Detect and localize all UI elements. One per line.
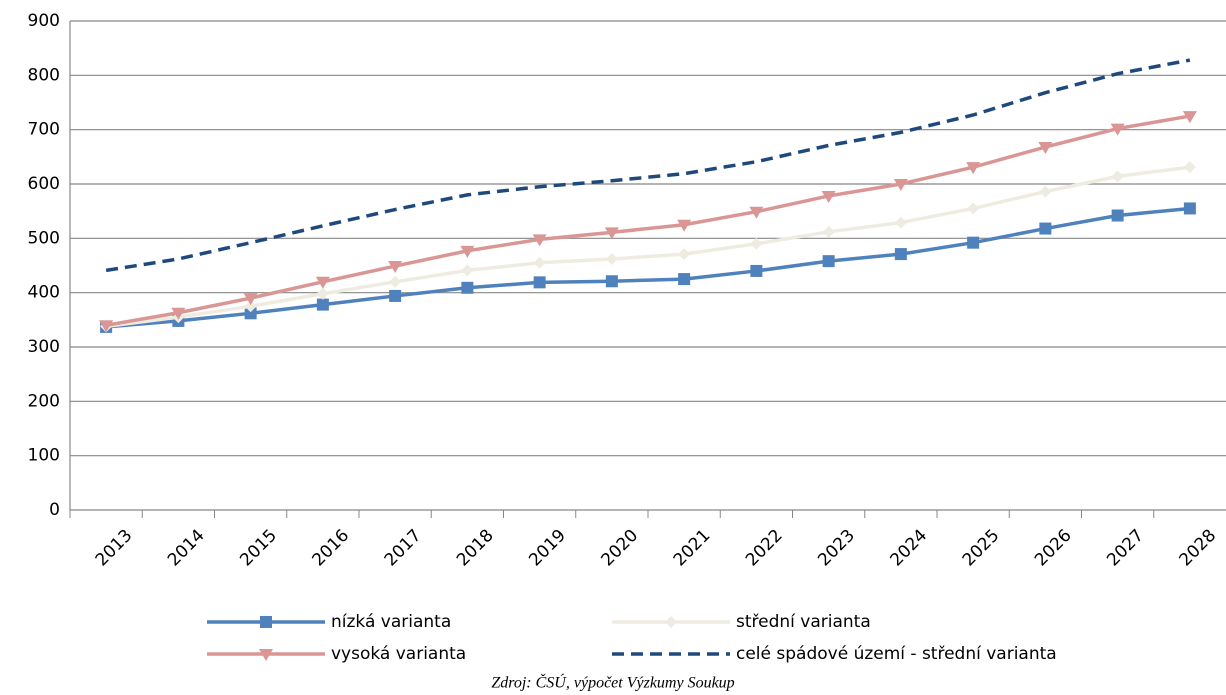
marker (461, 264, 474, 277)
x-tick-label: 2027 (1103, 526, 1148, 571)
legend-item: vysoká varianta (207, 644, 466, 664)
marker (678, 273, 691, 286)
legend-label: střední varianta (736, 612, 871, 632)
x-tick-label: 2019 (525, 526, 570, 571)
marker (1039, 222, 1052, 235)
marker (244, 307, 257, 320)
marker (316, 298, 329, 311)
marker (533, 276, 546, 289)
marker (1183, 161, 1196, 174)
marker (604, 227, 619, 240)
marker (460, 245, 475, 258)
marker (750, 237, 763, 250)
marker (605, 252, 618, 265)
marker (822, 225, 835, 238)
marker (750, 264, 763, 277)
marker (893, 179, 908, 191)
marker (1039, 185, 1052, 198)
marker (967, 202, 980, 215)
legend-item: střední varianta (612, 612, 871, 632)
legend-label: vysoká varianta (331, 644, 466, 664)
x-tick-label: 2028 (1176, 526, 1221, 571)
legend-label: celé spádové území - střední varianta (736, 644, 1057, 664)
marker (967, 236, 980, 249)
x-tick-label: 2016 (309, 526, 354, 571)
marker (1111, 170, 1124, 183)
y-tick-label: 200 (28, 391, 60, 411)
x-tick-label: 2023 (814, 526, 859, 571)
line (105, 206, 1191, 329)
x-tick-label: 2014 (164, 526, 209, 571)
x-tick-label: 2026 (1031, 526, 1076, 571)
y-tick-label: 700 (28, 120, 60, 140)
marker (1038, 142, 1053, 155)
x-tick-label: 2020 (598, 526, 643, 571)
x-tick-label: 2021 (670, 526, 715, 571)
line (105, 114, 1191, 327)
marker (966, 162, 981, 175)
line (105, 58, 1191, 273)
y-tick-label: 900 (28, 11, 60, 31)
marker (821, 190, 836, 203)
y-tick-label: 500 (28, 228, 60, 248)
legend-label: nízká varianta (331, 612, 451, 632)
x-tick-label: 2024 (887, 526, 932, 571)
line (105, 165, 1191, 329)
x-tick-label: 2017 (381, 526, 426, 571)
marker (894, 248, 907, 261)
x-tick-label: 2013 (92, 526, 137, 571)
marker (260, 616, 272, 628)
x-tick-label: 2018 (453, 526, 498, 571)
y-tick-label: 400 (28, 283, 60, 303)
y-tick-label: 800 (28, 65, 60, 85)
x-tick-label: 2022 (742, 526, 787, 571)
legend-item: nízká varianta (207, 612, 451, 632)
marker (605, 275, 618, 288)
marker (389, 289, 402, 302)
y-tick-label: 300 (28, 337, 60, 357)
y-tick-label: 600 (28, 174, 60, 194)
marker (894, 216, 907, 229)
marker (1110, 123, 1125, 136)
marker (749, 206, 764, 219)
marker (1183, 202, 1196, 215)
y-tick-label: 100 (28, 446, 60, 466)
marker (171, 307, 186, 320)
marker (389, 275, 402, 288)
x-tick-label: 2015 (236, 526, 281, 571)
y-tick-label: 0 (49, 500, 60, 520)
marker (822, 255, 835, 268)
marker (244, 300, 257, 313)
marker (243, 293, 258, 306)
marker (532, 234, 547, 247)
source: Zdroj: ČSÚ, výpočet Výzkumy Soukup (491, 673, 734, 692)
legend-item: celé spádové území - střední varianta (612, 644, 1057, 664)
marker (665, 616, 677, 628)
marker (316, 287, 329, 300)
marker (259, 649, 273, 661)
marker (677, 219, 692, 232)
marker (461, 281, 474, 294)
marker (388, 261, 403, 274)
marker (1111, 209, 1124, 222)
marker (1182, 111, 1197, 124)
marker (678, 248, 691, 261)
marker (533, 256, 546, 269)
marker (315, 276, 330, 289)
x-tick-label: 2025 (959, 526, 1004, 571)
marker (99, 320, 114, 333)
